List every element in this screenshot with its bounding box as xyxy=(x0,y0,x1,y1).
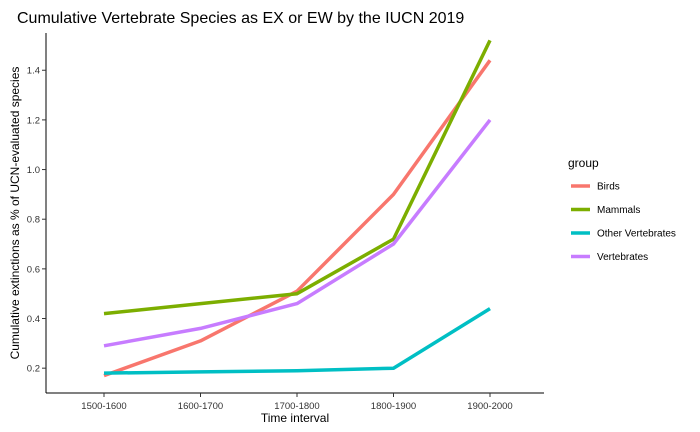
chart-title: Cumulative Vertebrate Species as EX or E… xyxy=(17,10,464,27)
x-tick-label: 1500-1600 xyxy=(81,401,126,412)
y-tick-label: 1.2 xyxy=(27,115,40,126)
legend-label-vertebrates: Vertebrates xyxy=(597,252,648,263)
legend-label-other-vertebrates: Other Vertebrates xyxy=(597,229,676,240)
y-tick-label: 0.4 xyxy=(27,314,40,325)
x-axis-title: Time interval xyxy=(261,411,329,425)
legend-label-birds: Birds xyxy=(597,182,620,193)
x-tick-label: 1900-2000 xyxy=(467,401,512,412)
series-line-other-vertebrates xyxy=(103,307,491,375)
plot-area: 0.2 0.4 0.6 0.8 1.0 1.2 1.4 1500-1600 1600-1700 1… xyxy=(27,33,544,412)
y-tick-label: 0.8 xyxy=(27,215,40,226)
y-tick-label: 1.4 xyxy=(27,66,40,77)
y-tick-label: 0.2 xyxy=(27,364,40,375)
series-line-birds xyxy=(103,59,492,378)
series-line-vertebrates xyxy=(103,118,492,348)
x-tick-label: 1700-1800 xyxy=(274,401,319,412)
y-tick-label: 0.6 xyxy=(27,264,40,275)
legend-title: group xyxy=(568,156,599,170)
y-tick-label: 1.0 xyxy=(27,165,40,176)
legend: group Birds Mammals Other Vertebrates Verte… xyxy=(568,156,676,263)
x-tick-label: 1800-1900 xyxy=(371,401,416,412)
y-axis-title: Cumulative extinctions as % of UCN-evalu… xyxy=(8,67,22,360)
legend-label-mammals: Mammals xyxy=(597,205,640,216)
series-line-mammals xyxy=(103,39,492,316)
x-tick-label: 1600-1700 xyxy=(178,401,223,412)
